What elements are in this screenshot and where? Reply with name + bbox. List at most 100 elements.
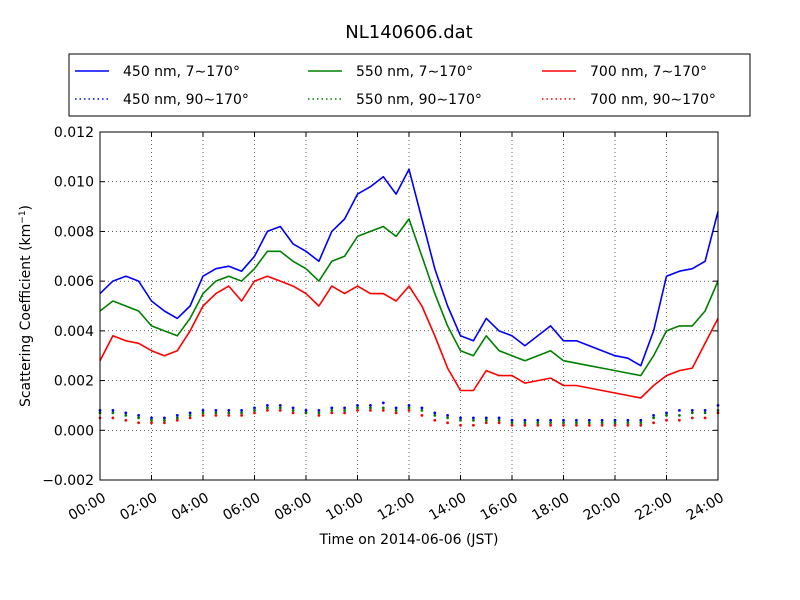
data-point [587,421,591,425]
y-tick-label: −0.002 [42,473,94,489]
legend-item: 550 nm, 7∼170° [308,64,473,80]
data-point [291,409,295,412]
data-point [317,409,321,412]
data-point [227,414,231,417]
data-point [613,418,617,422]
data-point [137,414,141,417]
data-point [291,411,295,415]
data-point [163,421,166,425]
data-point [253,411,256,415]
data-point [613,423,617,427]
data-point [484,421,488,425]
data-point [549,421,552,425]
data-point [188,416,192,420]
data-point [639,418,643,422]
data-point [214,411,218,415]
data-point [111,411,115,415]
data-point [562,418,565,422]
data-point [562,421,565,425]
legend-item: 550 nm, 90∼170° [308,92,482,108]
data-point [420,409,424,412]
data-point [369,404,372,407]
data-point [124,414,128,417]
y-axis-label-superscript: −1 [18,210,28,223]
data-point [163,416,166,420]
data-point [587,423,591,427]
data-point [304,409,308,412]
data-point [317,411,321,415]
data-point [446,414,449,417]
y-axis: −0.002 0.000 0.002 0.004 0.006 0.008 0.010 0.01… [42,125,718,489]
data-point [356,409,359,412]
data-point [433,411,437,415]
data-point [201,409,205,412]
data-point [381,409,385,412]
data-point [510,423,514,427]
data-point [484,416,488,420]
data-point [278,406,282,410]
data-point [330,406,334,410]
legend-label: 550 nm, 7∼170° [356,64,473,80]
data-point [356,406,359,410]
data-point [510,421,514,425]
data-point [420,406,424,410]
data-point [626,421,630,425]
data-point [600,423,604,427]
data-point [626,423,630,427]
data-point [523,423,527,427]
data-point [536,423,540,427]
data-point [703,416,707,420]
y-axis-label-main: Scattering Coefficient (km [18,224,34,407]
data-point [175,418,179,422]
data-point [678,409,681,412]
data-point [317,414,321,417]
y-tick-label: 0.008 [54,224,94,240]
data-point [111,416,115,420]
data-point [330,411,334,415]
data-point [124,418,128,422]
data-point [330,409,334,412]
data-point [240,414,244,417]
data-point [201,414,205,417]
data-point [343,406,346,410]
data-point [626,418,630,422]
data-point [278,409,282,412]
data-point [253,409,256,412]
data-point [562,423,565,427]
data-point [433,414,437,417]
y-tick-label: 0.012 [54,125,94,141]
y-axis-label: Scattering Coefficient (km−1) [18,205,34,407]
data-point [703,411,707,415]
series-line [99,168,719,367]
data-point [665,418,668,422]
data-point [549,418,552,422]
legend-label: 700 nm, 90∼170° [590,92,716,108]
data-point [510,418,514,422]
data-point [407,409,411,412]
data-point [381,406,385,410]
data-point [613,421,617,425]
data-point [690,416,694,420]
legend-label: 450 nm, 7∼170° [123,64,240,80]
data-point [266,404,269,407]
chart-title: NL140606.dat [345,22,472,43]
data-point [214,409,218,412]
y-axis-label-end: ) [18,205,34,210]
data-point [459,418,462,422]
data-point [266,409,269,412]
legend-frame [68,53,751,117]
legend: 450 nm, 7∼170° 450 nm, 90∼170° 550 nm, 7∼1… [68,53,751,117]
data-point [188,411,192,415]
data-point [472,418,475,422]
data-point [575,423,578,427]
data-point [175,414,179,417]
data-point [587,418,591,422]
data-point [188,414,192,417]
legend-label: 700 nm, 7∼170° [590,64,707,80]
legend-item: 450 nm, 90∼170° [75,92,249,108]
data-point [227,411,231,415]
y-tick-label: 0.010 [54,175,94,191]
data-point [652,421,655,425]
data-point [639,421,643,425]
series-450-nm-7-170 [99,168,719,367]
